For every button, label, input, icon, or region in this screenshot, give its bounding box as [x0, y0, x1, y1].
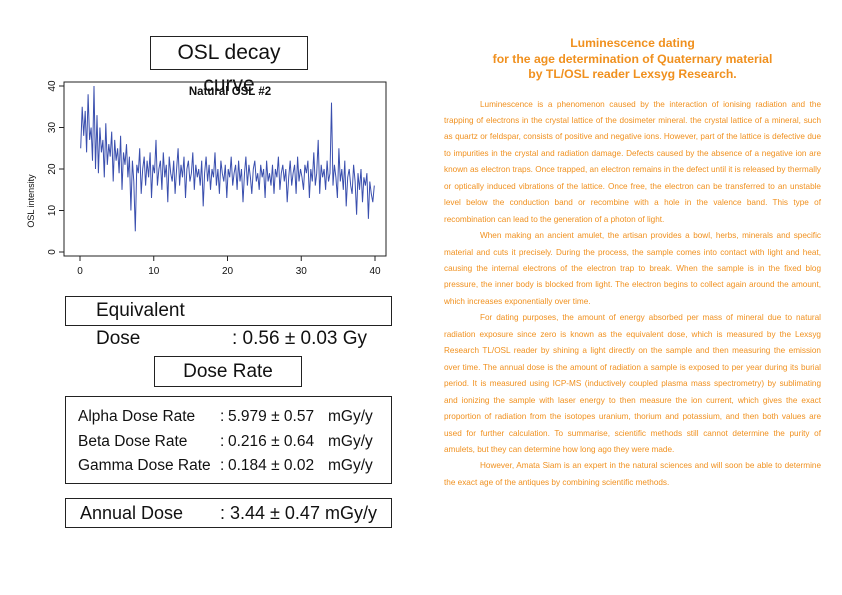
alpha-dose-rate-row: Alpha Dose Rate:5.979 ± 0.57 mGy/y — [78, 405, 391, 430]
beta-dose-rate-row: Beta Dose Rate:0.216 ± 0.64 mGy/y — [78, 430, 391, 455]
paragraph: When making an ancient amulet, the artis… — [444, 231, 821, 306]
dose-rate-value: 5.979 ± 0.57 — [228, 408, 315, 425]
osl-chart: Natural OSL #2 OSL intensity 0 10 20 30 40 0 1… — [26, 80, 387, 277]
annual-dose-label: Annual Dose — [80, 503, 184, 523]
x-tick-label: 10 — [148, 266, 160, 277]
paragraph: For dating purposes, the amount of energ… — [444, 313, 821, 455]
dose-rate-sep: : — [220, 457, 225, 474]
x-tick-label: 20 — [222, 266, 234, 277]
y-axis-label: OSL intensity — [26, 174, 36, 228]
heading-line: for the age determination of Quaternary … — [492, 51, 773, 66]
x-tick-label: 30 — [296, 266, 308, 277]
dose-rate-unit: mGy/y — [328, 408, 373, 425]
dose-rate-sep: : — [220, 432, 225, 450]
chart-title: Natural OSL #2 — [189, 86, 271, 98]
dose-rate-sep: : — [220, 408, 225, 425]
dose-rate-label: Gamma Dose Rate — [78, 457, 211, 474]
equivalent-dose-value: : 0.56 ± 0.03 Gy — [232, 328, 368, 349]
osl-decay-title: OSL decay curve — [150, 36, 308, 96]
y-tick-label: 20 — [47, 163, 58, 175]
dose-rate-value: 0.184 ± 0.02 — [228, 457, 315, 474]
article: Luminescence dating for the age determin… — [444, 36, 821, 491]
y-tick-label: 30 — [47, 122, 58, 134]
gamma-dose-rate-row: Gamma Dose Rate:0.184 ± 0.02 mGy/y — [78, 454, 391, 479]
x-tick-label: 0 — [77, 266, 83, 277]
dose-rate-title: Dose Rate — [154, 356, 302, 387]
equivalent-dose-label: Equivalent Dose — [96, 300, 185, 349]
y-tick-label: 40 — [47, 80, 58, 92]
dose-rate-unit: mGy/y — [328, 457, 373, 474]
dose-rate-value: 0.216 ± 0.64 — [228, 432, 315, 450]
osl-series-line — [80, 85, 375, 232]
annual-dose-box: Annual Dose : 3.44 ± 0.47 mGy/y — [65, 498, 392, 528]
heading-line: by TL/OSL reader Lexsyg Research. — [528, 67, 737, 81]
paragraph: Luminescence is a phenomenon caused by t… — [444, 99, 821, 224]
dose-rate-label: Beta Dose Rate — [78, 432, 188, 450]
y-tick-label: 0 — [47, 249, 58, 255]
article-heading: Luminescence dating for the age determin… — [444, 36, 821, 83]
paragraph: However, Amata Siam is an expert in the … — [444, 461, 821, 487]
x-tick-label: 40 — [369, 266, 381, 277]
equivalent-dose-box: Equivalent Dose : 0.56 ± 0.03 Gy — [65, 296, 392, 349]
annual-dose-value: : 3.44 ± 0.47 mGy/y — [220, 503, 377, 523]
heading-line: Luminescence dating — [570, 36, 695, 50]
dose-rates-box: Alpha Dose Rate:5.979 ± 0.57 mGy/y Beta D… — [65, 396, 392, 484]
y-tick-label: 10 — [47, 205, 58, 217]
dose-rate-unit: mGy/y — [328, 432, 373, 450]
dose-rate-label: Alpha Dose Rate — [78, 408, 196, 425]
